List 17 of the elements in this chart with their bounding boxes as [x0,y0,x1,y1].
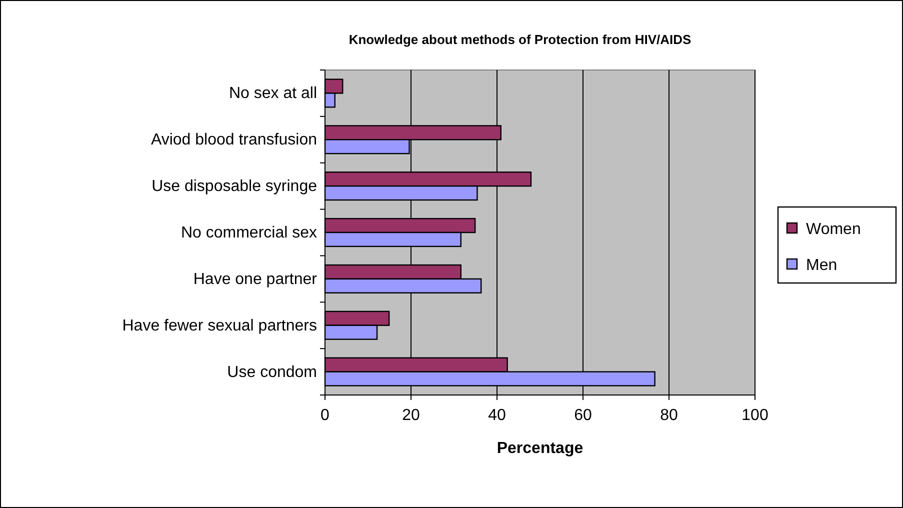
x-tick-label: 80 [660,407,678,424]
legend-label: Men [806,257,838,274]
y-tick-label: Use condom [227,364,317,381]
x-tick-label: 60 [574,407,592,424]
y-tick-label: Have one partner [193,270,318,288]
y-tick-label: No commercial sex [180,224,317,242]
y-tick-label: Aviod blood transfusion [150,132,317,149]
y-tick-label: Use disposable syringe [152,178,318,196]
legend-label: Women [806,221,861,238]
y-tick-label: Have fewer sexual partners [122,317,317,334]
x-tick-label: 40 [488,407,506,424]
x-tick-label: 20 [402,407,420,424]
y-tick-label: No sex at all [228,85,317,102]
x-tick-label: 100 [742,407,768,424]
x-tick-label: 0 [320,407,330,424]
x-axis-title: Percentage [496,440,584,457]
chart-title: Knowledge about methods of Protection from HIV/AIDS [348,32,692,47]
